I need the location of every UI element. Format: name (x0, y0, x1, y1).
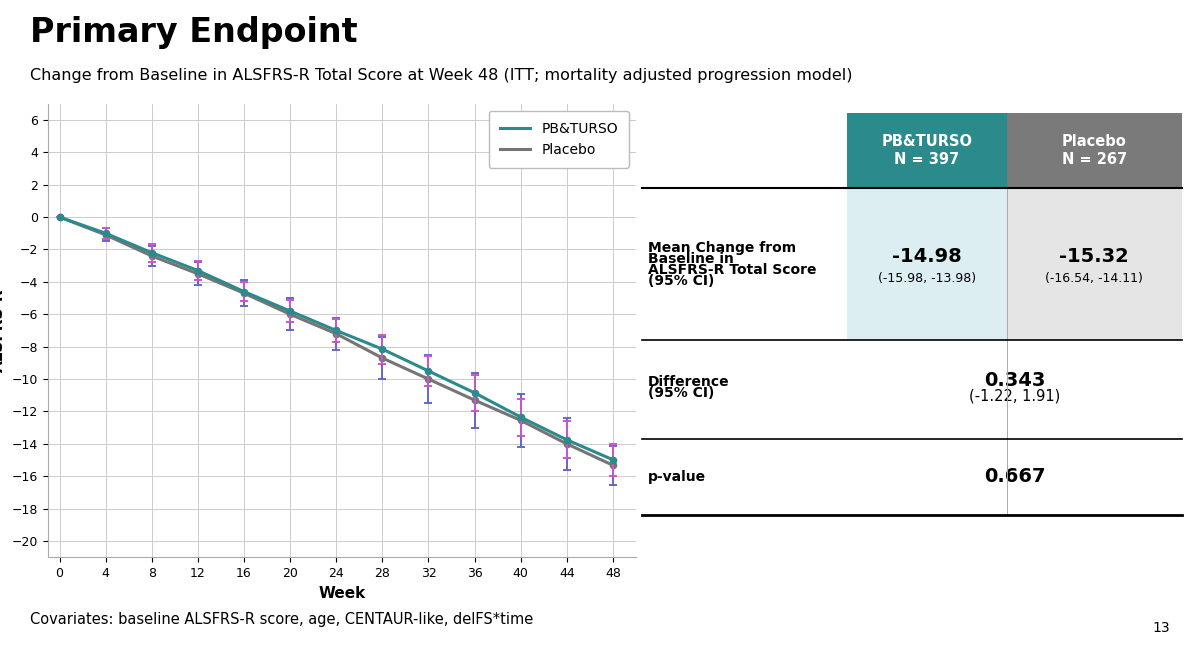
X-axis label: Week: Week (318, 586, 366, 601)
Text: 0.667: 0.667 (984, 467, 1045, 487)
Text: (-15.98, -13.98): (-15.98, -13.98) (877, 272, 976, 285)
Text: Mean Change from: Mean Change from (648, 241, 796, 255)
Text: (95% CI): (95% CI) (648, 386, 714, 400)
Text: 13: 13 (1152, 621, 1170, 635)
Text: Baseline in: Baseline in (648, 252, 734, 266)
Text: Covariates: baseline ALSFRS-R score, age, CENTAUR-like, delFS*time: Covariates: baseline ALSFRS-R score, age… (30, 612, 533, 627)
Text: Placebo
N = 267: Placebo N = 267 (1062, 134, 1127, 167)
Text: Primary Endpoint: Primary Endpoint (30, 16, 358, 49)
Text: Change from Baseline in ALSFRS-R Total Score at Week 48 (ITT; mortality adjusted: Change from Baseline in ALSFRS-R Total S… (30, 68, 852, 83)
Text: Difference: Difference (648, 375, 730, 389)
Text: (95% CI): (95% CI) (648, 274, 714, 288)
Y-axis label: ALSFRS-R: ALSFRS-R (0, 288, 6, 373)
Text: (-1.22, 1.91): (-1.22, 1.91) (968, 389, 1061, 404)
Text: (-16.54, -14.11): (-16.54, -14.11) (1045, 272, 1144, 285)
Text: 0.343: 0.343 (984, 371, 1045, 390)
Text: -14.98: -14.98 (892, 247, 961, 266)
Legend: PB&TURSO, Placebo: PB&TURSO, Placebo (488, 111, 629, 168)
Text: PB&TURSO
N = 397: PB&TURSO N = 397 (881, 134, 972, 167)
Text: -15.32: -15.32 (1060, 247, 1129, 266)
Text: ALSFRS-R Total Score: ALSFRS-R Total Score (648, 263, 816, 277)
Text: p-value: p-value (648, 470, 706, 484)
